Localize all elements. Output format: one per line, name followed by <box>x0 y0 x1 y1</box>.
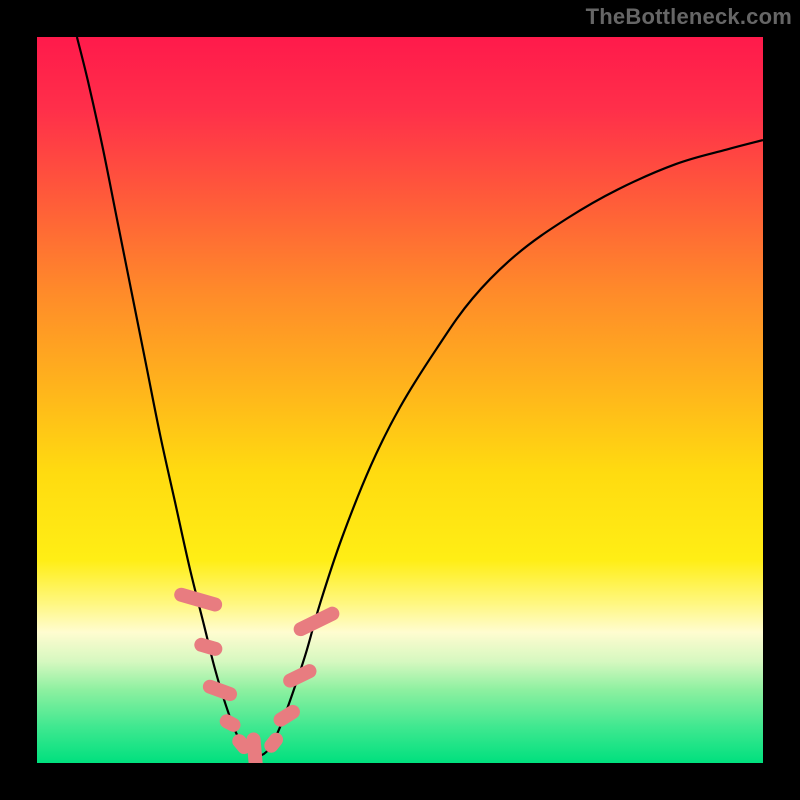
watermark-label: TheBottleneck.com <box>586 4 792 30</box>
chart-gradient-background <box>37 37 763 763</box>
chart-root: TheBottleneck.com <box>0 0 800 800</box>
bottleneck-chart <box>0 0 800 800</box>
